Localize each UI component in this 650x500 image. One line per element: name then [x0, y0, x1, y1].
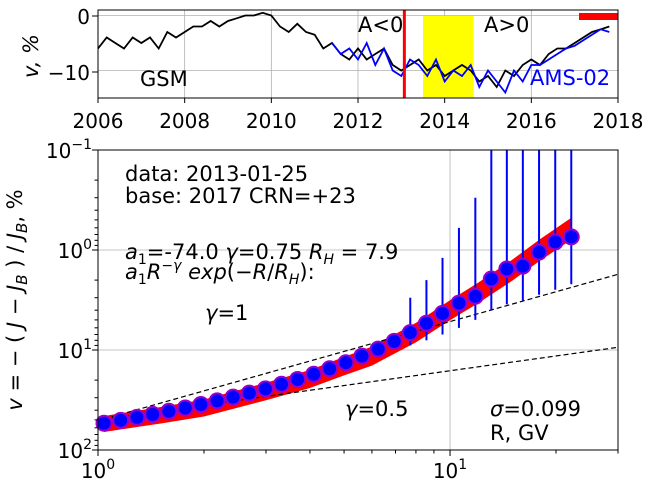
data-point	[144, 405, 162, 423]
bottom-y-tick-0p1: 10−1	[46, 137, 92, 163]
data-point	[192, 396, 210, 414]
data-point	[450, 294, 468, 312]
top-grid	[98, 10, 618, 98]
data-point	[224, 388, 242, 406]
data-point	[401, 324, 419, 342]
data-point	[240, 384, 258, 402]
top-x-tick-label: 2008	[159, 109, 210, 133]
polarity-positive-label: A>0	[484, 13, 529, 37]
data-point	[208, 392, 226, 410]
base-period-bar	[579, 13, 618, 20]
data-point	[498, 260, 516, 278]
bottom-x-tick-1: 100	[81, 457, 115, 483]
reference-line-gamma-1	[103, 273, 619, 420]
bottom-y-tick-1: 100	[58, 237, 92, 263]
top-y-tick-minus10: −10	[48, 61, 90, 85]
data-point	[546, 233, 564, 251]
data-point	[128, 408, 146, 426]
bottom-y-axis-label: v = − ( J − JB ) / JB, %	[3, 189, 31, 410]
data-point	[353, 347, 371, 365]
polarity-negative-label: A<0	[358, 13, 403, 37]
data-point	[562, 228, 580, 246]
data-point	[466, 287, 484, 305]
top-x-tick-label: 2010	[246, 109, 297, 133]
top-x-tick-label: 2018	[593, 109, 644, 133]
top-x-tick-label: 2006	[73, 109, 124, 133]
ams02-label: AMS-02	[530, 66, 610, 90]
data-point	[514, 257, 532, 275]
data-point	[369, 340, 387, 358]
top-x-tick-label: 2016	[506, 109, 557, 133]
data-point	[482, 270, 500, 288]
bottom-x-tick-10: 101	[433, 457, 467, 483]
data-point	[176, 399, 194, 417]
data-point	[337, 354, 355, 372]
data-point	[321, 360, 339, 378]
top-y-axis-label: v, %	[19, 34, 43, 78]
top-series	[97, 11, 610, 95]
solar-polarity-reversal-span	[423, 16, 474, 98]
data-point	[160, 402, 178, 420]
bottom-plot-frame	[97, 149, 619, 451]
data-points	[95, 228, 580, 432]
data-point	[95, 414, 113, 432]
gsm-label: GSM	[140, 67, 188, 91]
annotation-formula: a1R−γ exp(−R/RH):	[125, 258, 315, 288]
bottom-panel: 100 101 10−1 100 101 102 v = − ( J − JB …	[3, 137, 619, 483]
bottom-x-axis-label: R, GV	[490, 421, 549, 445]
top-panel: 2006 2008 2010 2012 2014 2016 2018 0 −10 v, % …	[19, 5, 643, 133]
reference-lines	[103, 273, 619, 420]
data-point	[112, 411, 130, 429]
reference-line-gamma-0.5	[103, 346, 619, 420]
top-x-tick-label: 2014	[419, 109, 470, 133]
data-point	[417, 314, 435, 332]
annotation-parameters: a1=-74.0 γ=0.75 RH = 7.9	[125, 240, 398, 268]
data-point	[530, 243, 548, 261]
annotation-gamma-1: γ=1	[205, 301, 248, 325]
top-y-tick-0: 0	[77, 5, 90, 29]
data-point	[272, 375, 290, 393]
annotation-base: base: 2017 CRN=+23	[125, 184, 356, 208]
annotation-gamma-0.5: γ=0.5	[345, 397, 408, 421]
data-point	[256, 380, 274, 398]
data-point	[305, 365, 323, 383]
data-point	[385, 332, 403, 350]
data-point	[289, 370, 307, 388]
bottom-ticks	[92, 149, 619, 456]
data-point	[434, 304, 452, 322]
annotation-sigma: σ=0.099	[490, 397, 581, 421]
annotation-data-date: data: 2013-01-25	[125, 162, 308, 186]
bottom-y-tick-10: 101	[58, 337, 92, 363]
ams02-series-line	[331, 28, 610, 95]
top-x-tick-label: 2012	[333, 109, 384, 133]
top-x-ticks: 2006 2008 2010 2012 2014 2016 2018	[73, 98, 644, 133]
